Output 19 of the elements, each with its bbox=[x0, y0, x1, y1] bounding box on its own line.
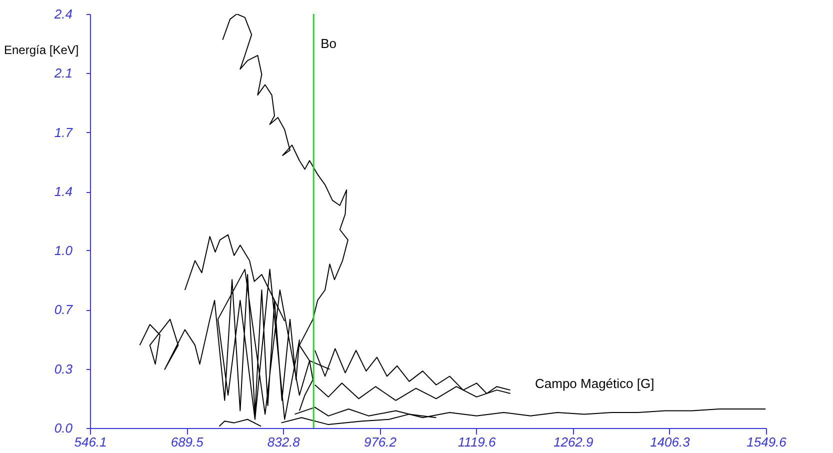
y-tick-label: 2.4 bbox=[53, 6, 72, 22]
x-axis-title: Campo Magético [G] bbox=[535, 376, 654, 391]
y-axis-title: Energía [KeV] bbox=[4, 43, 79, 57]
y-tick-label: 0.3 bbox=[54, 361, 74, 376]
x-tick-label: 1549.6 bbox=[746, 434, 788, 450]
ref-line-label: Bo bbox=[320, 36, 336, 51]
x-tick-label: 1119.6 bbox=[458, 434, 497, 450]
x-tick-label: 546.1 bbox=[74, 434, 107, 450]
y-tick-label: 1.0 bbox=[54, 242, 74, 258]
x-tick-label: 976.2 bbox=[364, 434, 398, 450]
x-tick-label: 1262.9 bbox=[553, 434, 594, 450]
y-tick-label: 1.4 bbox=[54, 184, 72, 200]
y-tick-label: 1.7 bbox=[54, 124, 74, 140]
x-tick-label: 689.5 bbox=[170, 434, 204, 450]
y-tick-label: 0.7 bbox=[54, 302, 74, 318]
y-tick-label: 0.0 bbox=[54, 420, 74, 436]
y-tick-label: 2.1 bbox=[53, 66, 72, 81]
x-tick-label: 832.8 bbox=[267, 434, 301, 450]
x-tick-label: 1406.3 bbox=[650, 434, 691, 450]
